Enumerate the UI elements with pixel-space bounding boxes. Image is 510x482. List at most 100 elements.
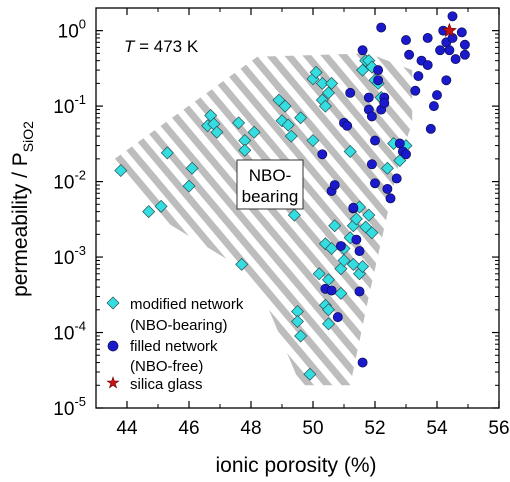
x-tick-label: 44 (116, 418, 138, 439)
data-point-filled-network (456, 27, 467, 38)
x-tick-label: 54 (426, 418, 448, 439)
data-point-filled-network (354, 246, 365, 257)
temperature-value: = 473 K (134, 37, 198, 56)
data-point-modified-network (306, 134, 320, 148)
data-point-modified-network (365, 226, 379, 240)
data-point-modified-network (334, 286, 348, 300)
plot-frame (95, 7, 500, 409)
data-point-modified-network (182, 179, 196, 193)
data-point-modified-network (337, 254, 351, 268)
data-point-modified-network (322, 317, 335, 331)
data-point-modified-network (281, 118, 295, 132)
data-point-modified-network (346, 257, 360, 271)
data-point-modified-network (247, 125, 261, 139)
data-point-filled-network (317, 149, 328, 160)
data-point-modified-network (160, 146, 174, 160)
data-point-modified-network (210, 125, 224, 139)
legend: modified network (NBO-bearing) filled ne… (106, 296, 244, 393)
data-point-filled-network (376, 22, 387, 33)
data-point-modified-network (309, 65, 323, 79)
data-point-filled-network (428, 101, 439, 112)
data-point-modified-network (238, 143, 252, 157)
data-point-modified-network (154, 199, 168, 213)
region-layer (114, 53, 413, 386)
legend-label-modified-network-2: (NBO-bearing) (130, 317, 228, 334)
y-tick-label: 10-1 (53, 92, 86, 118)
nbo-bearing-label-line-2: bearing (242, 187, 299, 206)
data-point-filled-network (351, 234, 362, 245)
y-tick-label-exponent: -2 (74, 168, 86, 183)
data-point-modified-network (284, 129, 298, 143)
legend-label-modified-network-1: modified network (130, 296, 244, 313)
data-point-filled-network (379, 98, 390, 108)
data-point-modified-network (322, 86, 335, 100)
data-point-filled-network (329, 180, 340, 190)
data-point-filled-network (345, 87, 356, 98)
data-point-modified-network (325, 241, 339, 255)
data-point-modified-network (114, 164, 128, 178)
y-tick-label-base: 10 (53, 97, 74, 118)
data-point-modified-network (278, 99, 292, 113)
data-point-modified-network (235, 257, 249, 271)
data-point-modified-network (365, 60, 379, 74)
y-tick-label: 100 (58, 17, 86, 43)
legend-marker-silica-glass (106, 376, 120, 389)
data-point-modified-network (328, 219, 342, 233)
y-axis-title-main: permeability / P (9, 152, 32, 297)
data-point-modified-network (287, 208, 301, 222)
data-point-modified-network (312, 267, 326, 281)
data-point-modified-network (318, 237, 332, 251)
data-point-filled-network (326, 285, 337, 296)
data-point-filled-network (413, 71, 424, 82)
nbo-bearing-label-line-1: NBO- (249, 166, 292, 185)
data-point-modified-network (315, 76, 329, 90)
legend-label-silica-glass: silica glass (130, 376, 203, 393)
y-tick-label-exponent: -1 (74, 92, 86, 107)
data-point-filled-network (382, 183, 393, 194)
data-point-filled-network (401, 35, 411, 46)
nbo-bearing-label-box (236, 159, 304, 210)
data-point-filled-network (357, 357, 368, 368)
data-point-filled-network (342, 120, 353, 131)
points-layer (114, 11, 470, 381)
data-point-filled-network (335, 241, 346, 251)
data-point-filled-network (450, 54, 461, 65)
nbo-bearing-region (114, 53, 413, 386)
y-axis-title: permeability / PSiO2 (9, 121, 36, 297)
data-point-modified-network (325, 76, 339, 90)
data-point-modified-network (380, 161, 394, 175)
legend-marker-filled-network (107, 340, 119, 352)
data-point-filled-network (366, 159, 377, 170)
y-tick-label-base: 10 (53, 173, 74, 194)
legend-label-filled-network-1: filled network (130, 338, 218, 355)
y-tick-label-exponent: -5 (74, 394, 86, 409)
data-point-filled-network (373, 65, 384, 76)
data-point-filled-network (366, 111, 377, 122)
data-point-modified-network (294, 111, 308, 125)
data-point-filled-network (459, 49, 470, 60)
x-axis-title: ionic porosity (%) (215, 454, 376, 477)
data-point-modified-network (349, 212, 363, 226)
y-tick-label: 10-5 (53, 394, 86, 420)
nbo-bearing-label: NBO- bearing (236, 159, 304, 210)
data-point-modified-network (322, 303, 335, 317)
data-point-filled-network (385, 193, 396, 204)
data-point-filled-network (354, 286, 365, 297)
data-point-filled-network (332, 312, 343, 323)
data-point-filled-network (441, 75, 452, 86)
x-tick-label: 52 (364, 418, 385, 439)
data-point-filled-network (363, 92, 374, 103)
x-tick-label: 56 (488, 418, 509, 439)
y-tick-label: 10-3 (53, 243, 86, 269)
y-tick-label-base: 10 (53, 324, 74, 345)
data-point-filled-network (370, 178, 380, 189)
data-point-modified-network (343, 145, 357, 159)
data-point-modified-network (294, 329, 308, 343)
data-point-modified-network (185, 161, 199, 175)
y-tick-label-base: 10 (58, 22, 79, 43)
x-tick-label: 50 (302, 418, 323, 439)
data-point-filled-network (357, 45, 368, 56)
